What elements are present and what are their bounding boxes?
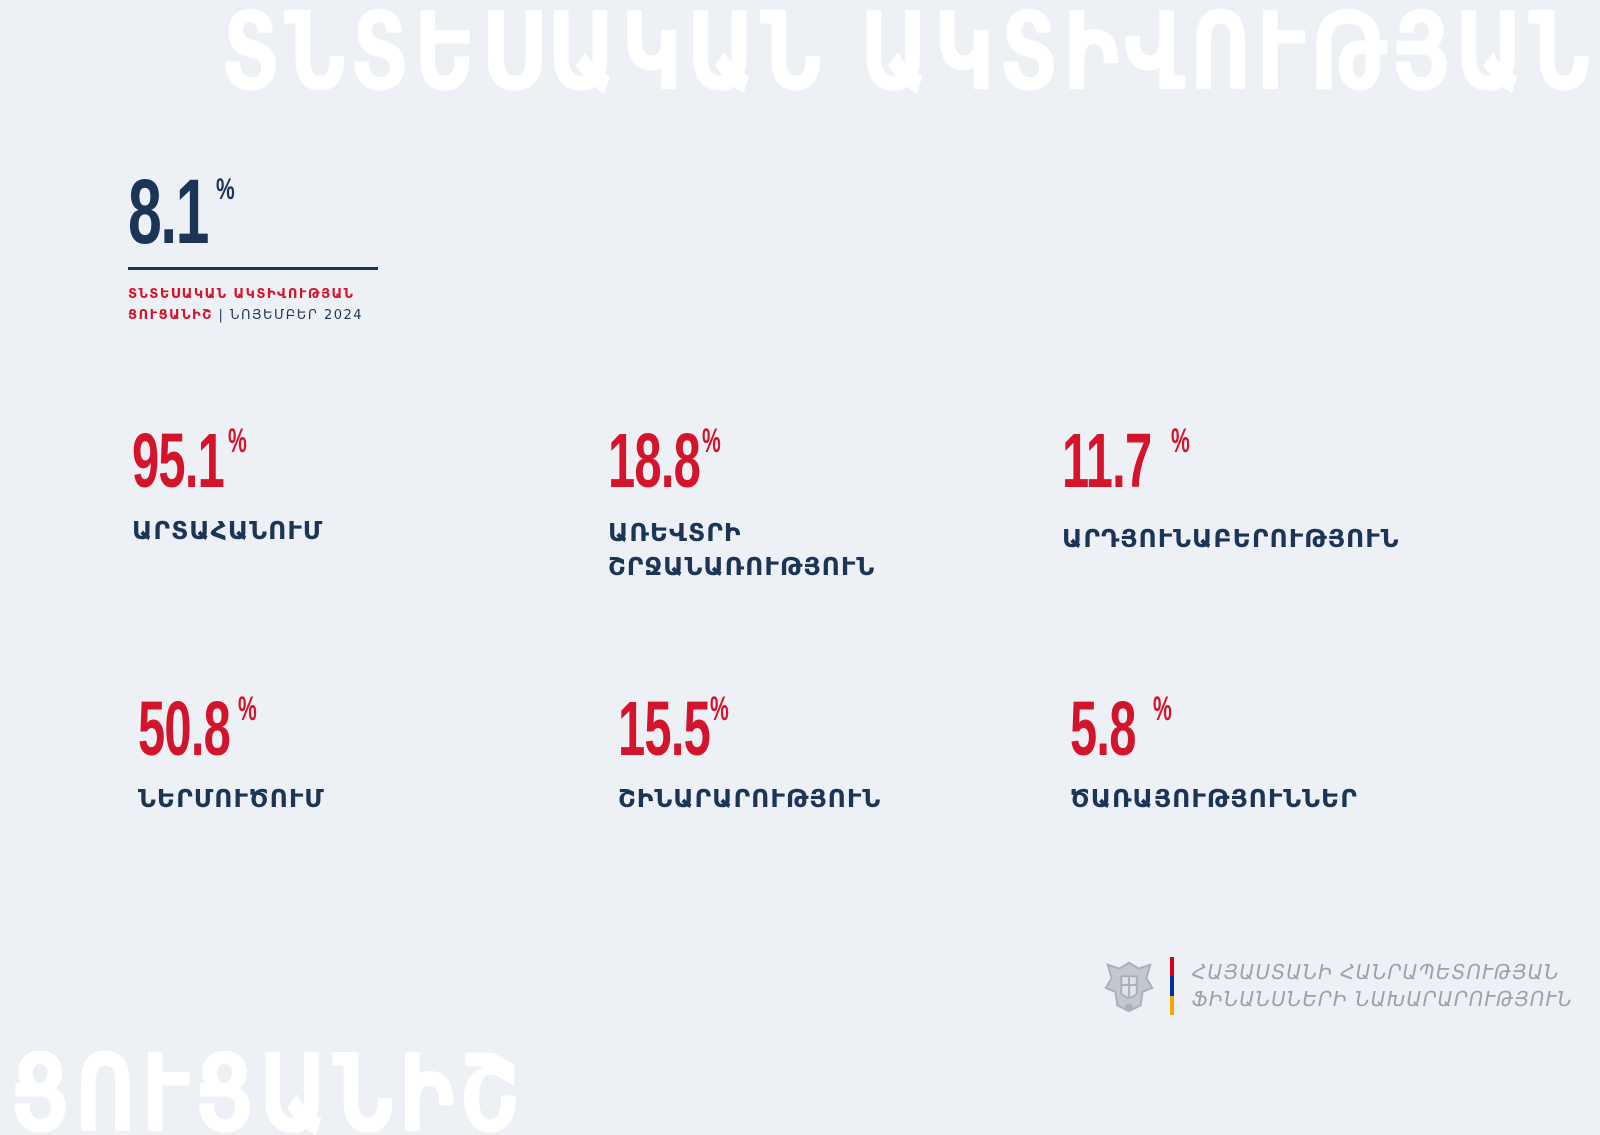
stat-trade-turnover: 18.8 % ԱՌԵՎՏՐԻ ՇՐՋԱՆԱՌՈՒԹՅՈՒՆ xyxy=(608,422,875,584)
headline-figure: 8.1 % xyxy=(128,165,378,269)
stat-industry: 11.7 % ԱՐԴՅՈՒՆԱԲԵՐՈՒԹՅՈՒՆ xyxy=(1062,422,1400,556)
flag-orange xyxy=(1170,995,1174,1015)
headline-caption: ՏՆՏԵՍԱԿԱՆ ԱԿՏԻՎՈՒԹՅԱՆ ՑՈՒՑԱՆԻՇ | ՆՈՅԵՄԲԵ… xyxy=(128,284,378,326)
stat-unit: % xyxy=(702,422,722,460)
ministry-name-line2: ՖԻՆԱՆՍՆԵՐԻ ՆԱԽԱՐԱՐՈՒԹՅՈՒՆ xyxy=(1192,987,1573,1011)
stat-unit: % xyxy=(238,690,258,728)
stat-label: ԾԱՌԱՅՈՒԹՅՈՒՆՆԵՐ xyxy=(1070,782,1358,816)
stat-label: ՆԵՐՄՈՒԾՈՒՄ xyxy=(138,782,325,816)
watermark-title: ՏՆՏԵՍԱԿԱՆ ԱԿՏԻՎՈՒԹՅԱՆ xyxy=(220,0,1594,115)
stat-label-line: ՇՐՋԱՆԱՌՈՒԹՅՈՒՆ xyxy=(608,552,876,581)
caption-subtitle: ՑՈՒՑԱՆԻՇ xyxy=(128,308,213,323)
stat-unit: % xyxy=(1152,690,1172,728)
stat-services: 5.8 % ԾԱՌԱՅՈՒԹՅՈՒՆՆԵՐ xyxy=(1070,690,1358,816)
ministry-name-line1: ՀԱՅԱՍՏԱՆԻ ՀԱՆՐԱՊԵՏՈՒԹՅԱՆ xyxy=(1192,960,1560,984)
stat-unit: % xyxy=(1170,422,1190,460)
stat-label: ՇԻՆԱՐԱՐՈՒԹՅՈՒՆ xyxy=(618,782,881,816)
stat-label-line: ՇԻՆԱՐԱՐՈՒԹՅՈՒՆ xyxy=(618,784,882,813)
flag-red xyxy=(1170,957,1174,977)
stat-value: 11.7 xyxy=(1062,417,1152,504)
headline-divider xyxy=(128,267,378,270)
stat-label-line: ԾԱՌԱՅՈՒԹՅՈՒՆՆԵՐ xyxy=(1070,784,1358,813)
stat-label-line: ՆԵՐՄՈՒԾՈՒՄ xyxy=(138,784,325,813)
headline-block: 8.1 % ՏՆՏԵՍԱԿԱՆ ԱԿՏԻՎՈՒԹՅԱՆ ՑՈՒՑԱՆԻՇ | Ն… xyxy=(128,165,378,326)
watermark-indicator: ՑՈՒՑԱՆԻՇ xyxy=(10,1032,524,1135)
headline-unit: % xyxy=(216,173,236,206)
ministry-name: ՀԱՅԱՍՏԱՆԻ ՀԱՆՐԱՊԵՏՈՒԹՅԱՆ ՖԻՆԱՆՍՆԵՐԻ ՆԱԽԱ… xyxy=(1192,959,1573,1013)
stat-label-line: ԱՌԵՎՏՐԻ xyxy=(608,518,742,547)
stat-value: 18.8 xyxy=(608,417,701,504)
stat-value: 5.8 xyxy=(1070,685,1136,772)
stat-value: 50.8 xyxy=(138,685,231,772)
armenian-flag-stripe xyxy=(1170,957,1174,1015)
stat-unit: % xyxy=(710,690,730,728)
stat-label: ԱՌԵՎՏՐԻ ՇՐՋԱՆԱՌՈՒԹՅՈՒՆ xyxy=(608,516,875,584)
ministry-logo: ՀԱՅԱՍՏԱՆԻ ՀԱՆՐԱՊԵՏՈՒԹՅԱՆ ՖԻՆԱՆՍՆԵՐԻ ՆԱԽԱ… xyxy=(1098,955,1573,1017)
headline-value: 8.1 xyxy=(128,159,209,263)
stat-value: 15.5 xyxy=(618,685,711,772)
stat-output: 95.1 % ԱՐՏԱՀԱՆՈՒՄ xyxy=(132,422,323,548)
caption-date: ՆՈՅԵՄԲԵՐ 2024 xyxy=(230,308,364,323)
stat-import: 50.8 % ՆԵՐՄՈՒԾՈՒՄ xyxy=(138,690,325,816)
stat-label-line: ԱՐՏԱՀԱՆՈՒՄ xyxy=(132,516,324,545)
stat-label: ԱՐՏԱՀԱՆՈՒՄ xyxy=(132,514,323,548)
armenia-coat-of-arms-icon xyxy=(1104,961,1154,1013)
stat-unit: % xyxy=(228,422,248,460)
caption-title: ՏՆՏԵՍԱԿԱՆ ԱԿՏԻՎՈՒԹՅԱՆ xyxy=(128,287,355,302)
caption-separator: | xyxy=(218,308,225,323)
stat-label-line: ԱՐԴՅՈՒՆԱԲԵՐՈՒԹՅՈՒՆ xyxy=(1062,524,1400,553)
stat-label: ԱՐԴՅՈՒՆԱԲԵՐՈՒԹՅՈՒՆ xyxy=(1062,522,1400,556)
flag-blue xyxy=(1170,976,1174,996)
stat-value: 95.1 xyxy=(132,417,225,504)
stat-construction: 15.5 % ՇԻՆԱՐԱՐՈՒԹՅՈՒՆ xyxy=(618,690,881,816)
